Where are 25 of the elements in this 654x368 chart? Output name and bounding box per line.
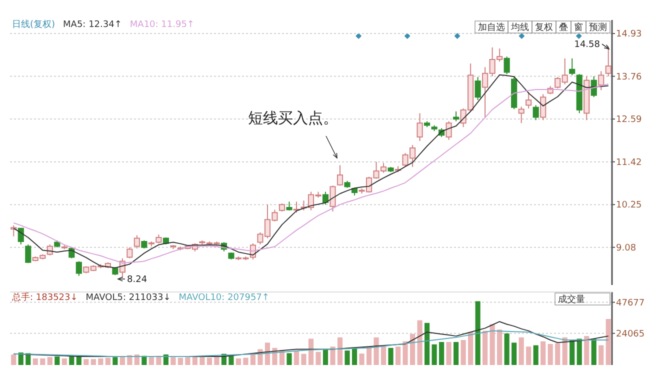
text: MA5: 12.34↑: [63, 20, 122, 30]
annotation: 复权: [535, 22, 553, 33]
text: MAVOL10: 207957↑: [178, 293, 270, 303]
annotation: 短线买入点。: [248, 109, 338, 127]
annotation: 预测: [589, 22, 607, 33]
toolbar: 成交量: [554, 292, 610, 306]
annotation: 8.24: [127, 275, 148, 285]
text: MA10: 11.95↑: [130, 20, 194, 30]
y-tick-label: 11.42: [616, 158, 642, 168]
annotation: 加自选: [478, 22, 505, 33]
text: MAVOL5: 211033↓: [86, 293, 171, 303]
y-tick-label: 47677: [616, 298, 645, 308]
annotation: 成交量: [558, 294, 585, 305]
annotation: 叠: [559, 22, 568, 33]
chart-title: 总手: 183523↓: [11, 292, 78, 303]
y-tick-label: 24065: [616, 329, 645, 340]
annotation: 窗: [574, 22, 583, 33]
y-tick-label: 9.08: [616, 243, 636, 254]
annotation: 均线: [510, 22, 529, 33]
annotation: 14.58: [574, 40, 600, 50]
y-tick-label: 14.93: [616, 30, 642, 40]
chart-title: 日线(复权): [12, 19, 56, 30]
y-tick-label: 12.59: [616, 115, 642, 126]
y-tick-label: 13.76: [616, 72, 642, 82]
y-tick-label: 10.25: [616, 200, 642, 211]
